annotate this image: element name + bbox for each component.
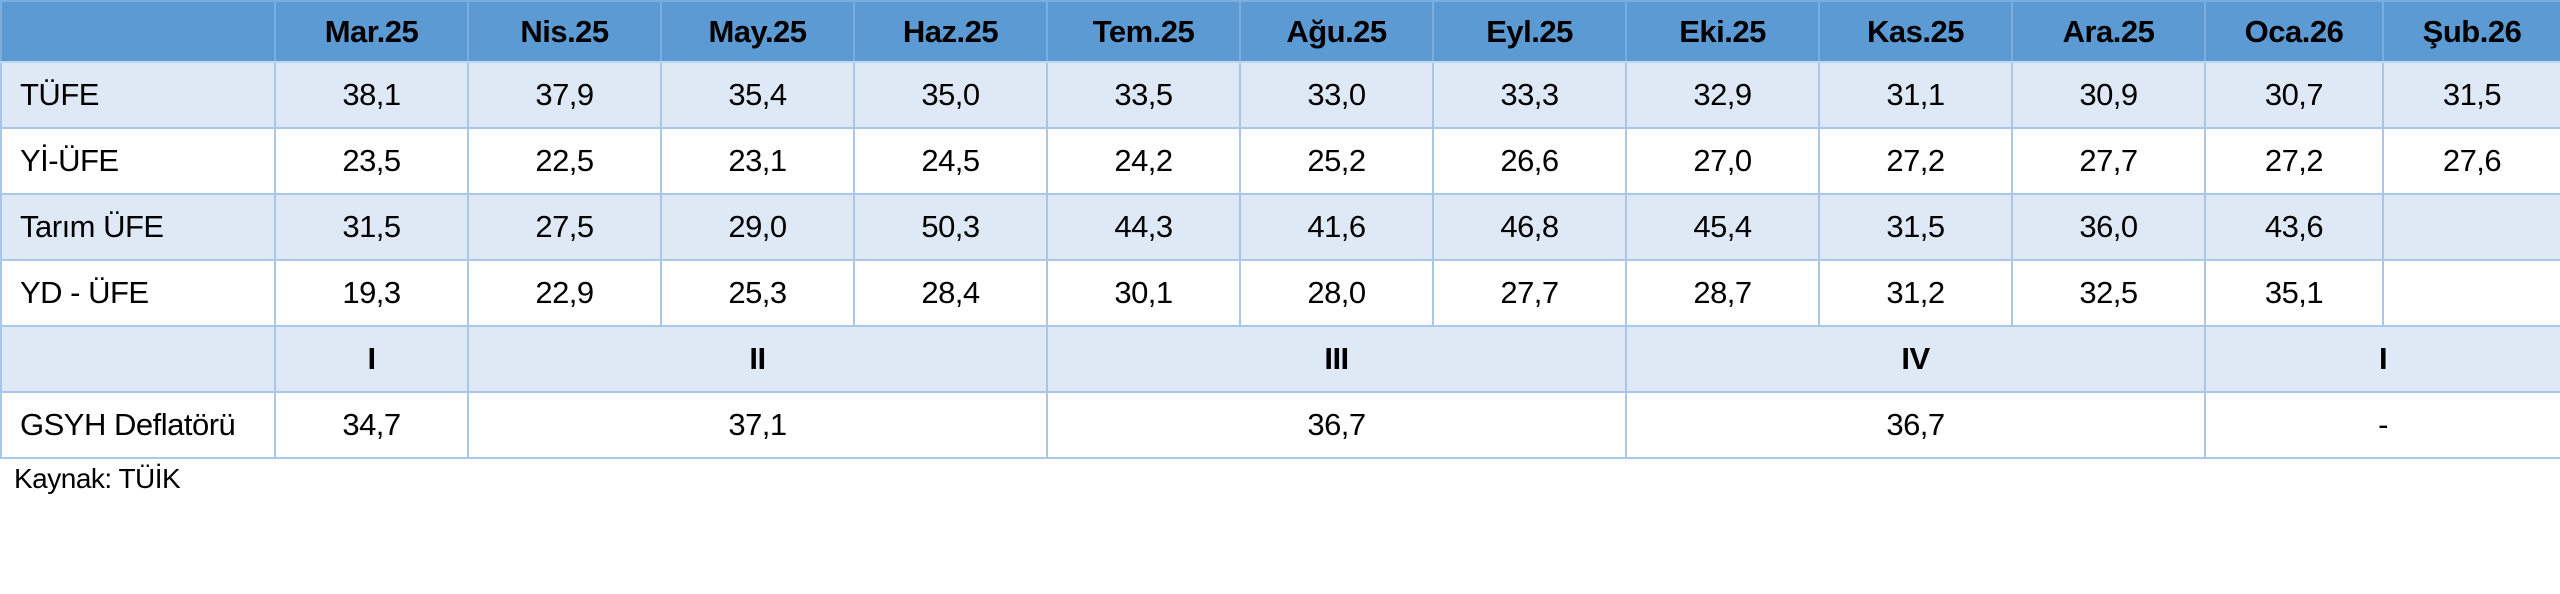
data-cell: 27,0 (1625, 127, 1820, 195)
corner-cell (0, 0, 276, 63)
data-cell: 33,0 (1239, 61, 1434, 129)
data-cell: 28,4 (853, 259, 1048, 327)
deflator-cell-q1: 34,7 (274, 391, 469, 459)
row-label-gsyh-deflator: GSYH Deflatörü (0, 391, 276, 459)
data-cell: 35,1 (2204, 259, 2384, 327)
data-cell: 30,9 (2011, 61, 2206, 129)
data-cell: 24,2 (1046, 127, 1241, 195)
data-cell: 37,9 (467, 61, 662, 129)
data-cell: 28,7 (1625, 259, 1820, 327)
data-cell: 23,5 (274, 127, 469, 195)
table-row-gsyh-deflator: GSYH Deflatörü 34,7 37,1 36,7 36,7 - (0, 391, 2560, 459)
data-cell: 27,7 (2011, 127, 2206, 195)
data-cell: 25,2 (1239, 127, 1434, 195)
data-cell: 22,9 (467, 259, 662, 327)
row-label-yiufe: Yİ-ÜFE (0, 127, 276, 195)
data-cell: 45,4 (1625, 193, 1820, 261)
data-cell: 30,1 (1046, 259, 1241, 327)
data-cell: 28,0 (1239, 259, 1434, 327)
data-cell: 26,6 (1432, 127, 1627, 195)
column-header-nis25: Nis.25 (467, 0, 662, 63)
data-cell: 31,1 (1818, 61, 2013, 129)
column-header-oca26: Oca.26 (2204, 0, 2384, 63)
row-label-tufe: TÜFE (0, 61, 276, 129)
quarter-cell-q4: IV (1625, 325, 2206, 393)
data-cell: 23,1 (660, 127, 855, 195)
deflator-cell-q4: 36,7 (1625, 391, 2206, 459)
table-row-tufe: TÜFE 38,1 37,9 35,4 35,0 33,5 33,0 33,3 … (0, 61, 2560, 129)
quarter-corner-cell (0, 325, 276, 393)
data-cell: 31,5 (1818, 193, 2013, 261)
deflator-cell-q1-next: - (2204, 391, 2560, 459)
column-header-tem25: Tem.25 (1046, 0, 1241, 63)
data-cell: 25,3 (660, 259, 855, 327)
data-cell: 35,4 (660, 61, 855, 129)
deflator-cell-q2: 37,1 (467, 391, 1048, 459)
data-cell: 38,1 (274, 61, 469, 129)
data-cell: 24,5 (853, 127, 1048, 195)
data-cell: 31,2 (1818, 259, 2013, 327)
column-header-sub26: Şub.26 (2382, 0, 2560, 63)
data-cell-empty (2382, 259, 2560, 327)
data-cell: 33,5 (1046, 61, 1241, 129)
column-header-ara25: Ara.25 (2011, 0, 2206, 63)
column-header-eyl25: Eyl.25 (1432, 0, 1627, 63)
quarter-cell-q1-next: I (2204, 325, 2560, 393)
table-row-yiufe: Yİ-ÜFE 23,5 22,5 23,1 24,5 24,2 25,2 26,… (0, 127, 2560, 195)
column-header-agu25: Ağu.25 (1239, 0, 1434, 63)
data-cell: 19,3 (274, 259, 469, 327)
data-cell: 29,0 (660, 193, 855, 261)
table-row-yd-ufe: YD - ÜFE 19,3 22,9 25,3 28,4 30,1 28,0 2… (0, 259, 2560, 327)
column-header-may25: May.25 (660, 0, 855, 63)
data-cell: 32,5 (2011, 259, 2206, 327)
data-cell: 27,5 (467, 193, 662, 261)
data-cell: 46,8 (1432, 193, 1627, 261)
data-cell: 33,3 (1432, 61, 1627, 129)
column-header-eki25: Eki.25 (1625, 0, 1820, 63)
column-header-mar25: Mar.25 (274, 0, 469, 63)
data-cell: 35,0 (853, 61, 1048, 129)
data-cell-empty (2382, 193, 2560, 261)
data-cell: 43,6 (2204, 193, 2384, 261)
source-note: Kaynak: TÜİK (14, 463, 181, 494)
inflation-indicators-table: Mar.25 Nis.25 May.25 Haz.25 Tem.25 Ağu.2… (0, 0, 2560, 459)
quarter-cell-q1: I (274, 325, 469, 393)
data-cell: 32,9 (1625, 61, 1820, 129)
data-cell: 31,5 (2382, 61, 2560, 129)
month-header-row: Mar.25 Nis.25 May.25 Haz.25 Tem.25 Ağu.2… (0, 0, 2560, 63)
column-header-kas25: Kas.25 (1818, 0, 2013, 63)
data-cell: 50,3 (853, 193, 1048, 261)
row-label-yd-ufe: YD - ÜFE (0, 259, 276, 327)
data-cell: 31,5 (274, 193, 469, 261)
data-cell: 44,3 (1046, 193, 1241, 261)
column-header-haz25: Haz.25 (853, 0, 1048, 63)
quarter-cell-q2: II (467, 325, 1048, 393)
data-cell: 27,2 (2204, 127, 2384, 195)
data-cell: 27,7 (1432, 259, 1627, 327)
deflator-cell-q3: 36,7 (1046, 391, 1627, 459)
data-cell: 41,6 (1239, 193, 1434, 261)
data-cell: 36,0 (2011, 193, 2206, 261)
row-label-tarim-ufe: Tarım ÜFE (0, 193, 276, 261)
data-cell: 30,7 (2204, 61, 2384, 129)
quarter-cell-q3: III (1046, 325, 1627, 393)
data-cell: 22,5 (467, 127, 662, 195)
table-row-tarim-ufe: Tarım ÜFE 31,5 27,5 29,0 50,3 44,3 41,6 … (0, 193, 2560, 261)
data-cell: 27,6 (2382, 127, 2560, 195)
quarter-header-row: I II III IV I (0, 325, 2560, 393)
data-cell: 27,2 (1818, 127, 2013, 195)
